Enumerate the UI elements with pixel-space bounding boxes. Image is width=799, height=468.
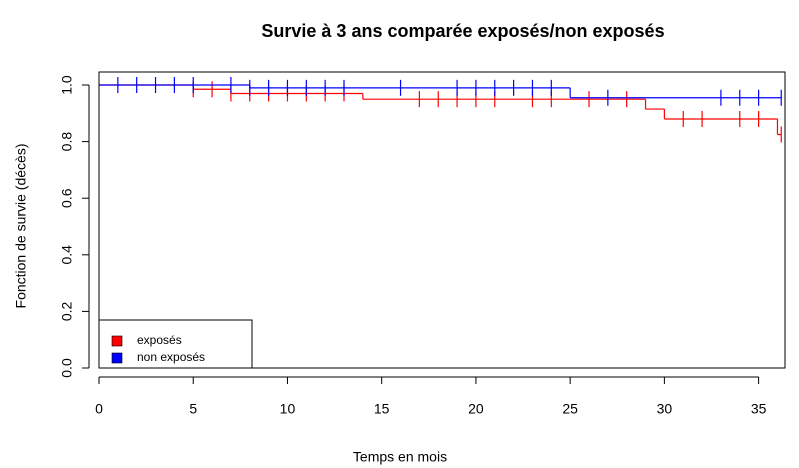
legend-swatch xyxy=(111,335,123,347)
y-tick-label: 0.0 xyxy=(59,358,75,378)
x-tick-label: 0 xyxy=(95,401,103,417)
x-axis-title: Temps en mois xyxy=(353,449,447,465)
x-tick-label: 15 xyxy=(374,401,390,417)
legend-label: exposés xyxy=(137,333,182,347)
y-tick-label: 1.0 xyxy=(59,75,75,95)
y-axis-title: Fonction de survie (décès) xyxy=(13,144,29,309)
y-tick-label: 0.8 xyxy=(59,132,75,152)
legend-box xyxy=(98,319,253,369)
chart-title: Survie à 3 ans comparée exposés/non expo… xyxy=(261,21,664,41)
x-tick-label: 35 xyxy=(751,401,767,417)
x-tick-label: 30 xyxy=(657,401,673,417)
y-tick-label: 0.6 xyxy=(59,188,75,208)
x-tick-label: 10 xyxy=(280,401,296,417)
x-tick-label: 20 xyxy=(468,401,484,417)
plot-frame xyxy=(98,71,786,369)
legend-swatch xyxy=(111,352,123,364)
x-tick-label: 5 xyxy=(189,401,197,417)
x-tick-label: 25 xyxy=(562,401,578,417)
legend-label: non exposés xyxy=(137,350,205,364)
y-tick-label: 0.2 xyxy=(59,301,75,321)
y-tick-label: 0.4 xyxy=(59,245,75,265)
